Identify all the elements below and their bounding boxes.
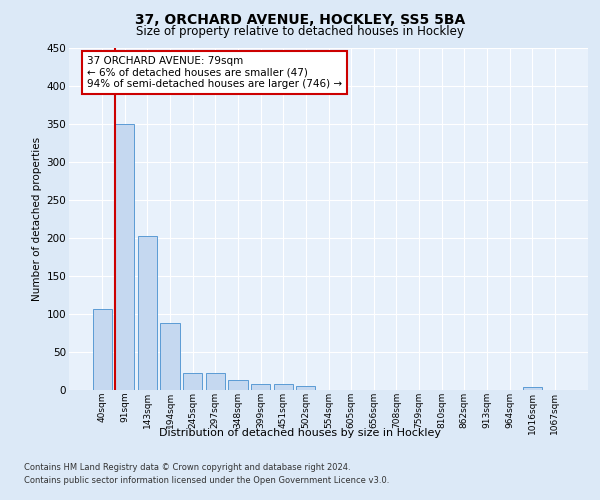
Text: Contains public sector information licensed under the Open Government Licence v3: Contains public sector information licen… (24, 476, 389, 485)
Bar (183, 374, 202, 390)
Text: 37 ORCHARD AVENUE: 79sqm
← 6% of detached houses are smaller (47)
94% of semi-de: 37 ORCHARD AVENUE: 79sqm ← 6% of detache… (87, 56, 342, 90)
Bar (251, 384, 270, 390)
Bar (138, 236, 157, 390)
Text: Size of property relative to detached houses in Hockley: Size of property relative to detached ho… (136, 25, 464, 38)
Bar (160, 323, 180, 390)
Text: Contains HM Land Registry data © Crown copyright and database right 2024.: Contains HM Land Registry data © Crown c… (24, 462, 350, 471)
Bar (206, 374, 225, 390)
Y-axis label: Number of detached properties: Number of detached properties (32, 136, 43, 301)
Bar (229, 380, 248, 390)
Bar (523, 387, 542, 390)
Bar (92, 308, 112, 390)
Bar (115, 124, 134, 390)
Text: 37, ORCHARD AVENUE, HOCKLEY, SS5 5BA: 37, ORCHARD AVENUE, HOCKLEY, SS5 5BA (135, 12, 465, 26)
Text: Distribution of detached houses by size in Hockley: Distribution of detached houses by size … (159, 428, 441, 438)
Bar (296, 386, 316, 390)
Bar (274, 384, 293, 390)
